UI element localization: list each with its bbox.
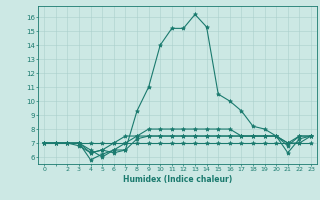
X-axis label: Humidex (Indice chaleur): Humidex (Indice chaleur) [123,175,232,184]
